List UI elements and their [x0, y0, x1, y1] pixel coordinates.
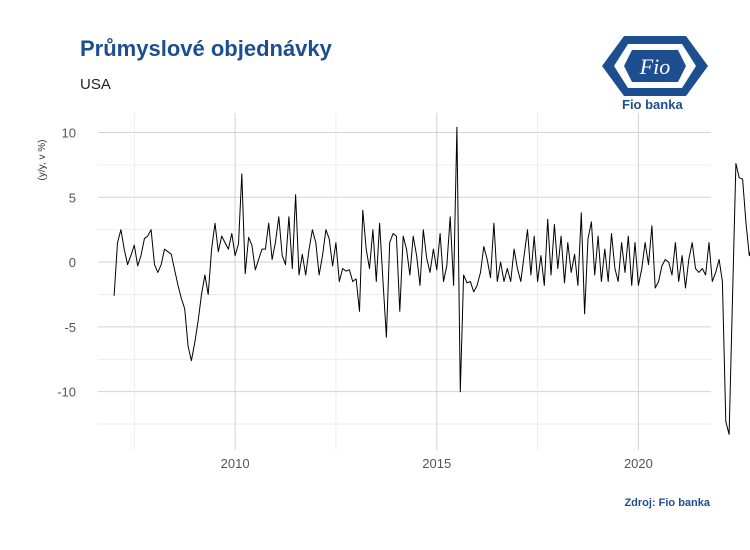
x-tick-label: 2020: [624, 456, 653, 471]
series: [113, 126, 750, 435]
grid: [98, 113, 711, 450]
y-tick-label: 10: [62, 125, 76, 140]
y-axis-label: (y/y, v %): [37, 140, 48, 181]
source-note: Zdroj: Fio banka: [624, 497, 710, 509]
y-tick-label: -10: [57, 385, 76, 400]
y-tick-label: 0: [69, 255, 76, 270]
axis-ticks: -10 -5 0 5 10 2010 2015 2020: [57, 125, 653, 471]
series-line: [113, 126, 750, 435]
y-tick-label: -5: [64, 320, 76, 335]
y-tick-label: 5: [69, 190, 76, 205]
fio-logo-icon: Fio: [602, 36, 708, 96]
chart-subtitle: USA: [80, 76, 111, 93]
logo-mark-text: Fio: [639, 54, 671, 79]
x-tick-label: 2015: [422, 456, 451, 471]
x-tick-label: 2010: [221, 456, 250, 471]
logo-name: Fio banka: [622, 97, 683, 112]
chart-title: Průmyslové objednávky: [80, 36, 332, 61]
